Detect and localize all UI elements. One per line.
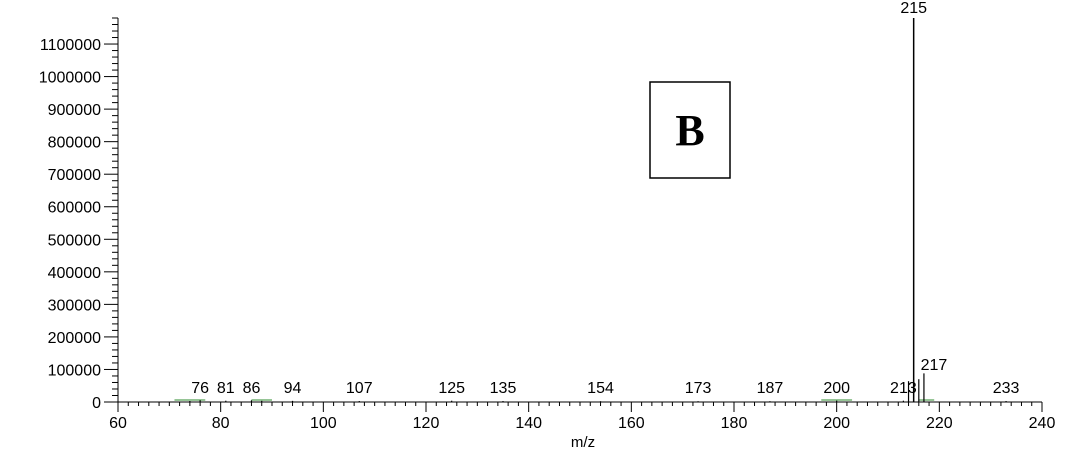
y-tick-label: 500000 [48, 232, 101, 249]
panel-label-frame [649, 81, 731, 179]
peak-label-81: 81 [217, 380, 235, 397]
peaks [189, 18, 1007, 402]
peak-label-233: 233 [993, 380, 1020, 397]
y-tick-label: 400000 [48, 265, 101, 282]
peak-label-217: 217 [921, 357, 948, 374]
peak-label-107: 107 [346, 380, 373, 397]
panel-label-box: B [649, 81, 731, 179]
peak-label-76: 76 [191, 380, 209, 397]
x-tick-label: 60 [109, 415, 127, 432]
x-tick-label: 200 [823, 415, 850, 432]
peak-label-86: 86 [243, 380, 261, 397]
peak-label-187: 187 [757, 380, 784, 397]
x-tick-label: 80 [212, 415, 230, 432]
x-tick-label: 100 [310, 415, 337, 432]
x-axis-title: m/z [571, 434, 595, 451]
x-tick-label: 180 [721, 415, 748, 432]
x-axis: 60 80 100 120 140 160 180 200 220 240 [109, 401, 1056, 432]
peak-label-173: 173 [685, 380, 712, 397]
x-tick-label: 240 [1029, 415, 1056, 432]
y-tick-label: 200000 [48, 330, 101, 347]
peak-label-94: 94 [284, 380, 302, 397]
peak-label-213: 213 [890, 380, 917, 397]
peak-labels: 76 81 86 94 107 125 135 154 173 187 200 213 215 217 23… [191, 0, 1019, 397]
x-tick-label: 160 [618, 415, 645, 432]
peak-label-215: 215 [900, 0, 927, 17]
peak-label-154: 154 [587, 380, 614, 397]
y-tick-label: 600000 [48, 200, 101, 217]
y-tick-label: 800000 [48, 135, 101, 152]
y-axis: 0 100000 200000 300000 400000 500000 600000 700… [39, 17, 119, 412]
y-tick-label: 700000 [48, 167, 101, 184]
x-tick-label: 220 [926, 415, 953, 432]
y-tick-label: 1100000 [40, 37, 101, 54]
peak-label-125: 125 [438, 380, 465, 397]
y-tick-label: 900000 [48, 102, 101, 119]
x-tick-label: 120 [413, 415, 440, 432]
peak-label-200: 200 [823, 380, 850, 397]
y-tick-label: 300000 [48, 297, 101, 314]
peak-label-135: 135 [490, 380, 517, 397]
y-tick-label: 100000 [48, 362, 101, 379]
y-tick-label: 0 [92, 395, 101, 412]
panel-label: B [675, 106, 704, 155]
y-tick-label: 1000000 [39, 70, 101, 87]
x-tick-label: 140 [515, 415, 542, 432]
